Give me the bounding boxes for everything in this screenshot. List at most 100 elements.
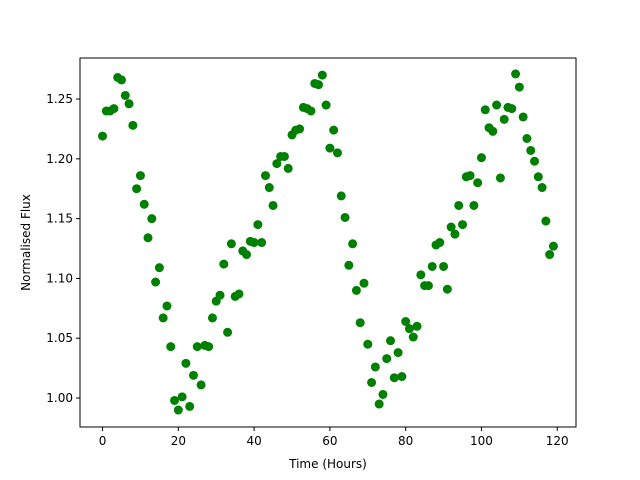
point: [336, 191, 346, 201]
point: [355, 318, 365, 328]
point: [389, 373, 399, 383]
point: [332, 148, 342, 158]
point: [476, 153, 486, 163]
point: [518, 112, 528, 122]
point: [139, 199, 149, 209]
point: [204, 342, 214, 352]
x-tick-label: 40: [246, 434, 261, 448]
point: [166, 342, 176, 352]
point: [404, 324, 414, 334]
point: [344, 260, 354, 270]
point: [507, 104, 517, 114]
point: [207, 313, 217, 323]
point: [439, 261, 449, 271]
axes-frame: [79, 57, 577, 428]
point: [382, 354, 392, 364]
point: [416, 270, 426, 280]
point: [306, 106, 316, 116]
point: [154, 263, 164, 273]
point: [317, 70, 327, 80]
y-axis-label: Normalised Flux: [19, 194, 33, 291]
point: [408, 332, 418, 342]
point: [514, 82, 524, 92]
point: [109, 104, 119, 114]
y-tick-label: 1.10: [46, 271, 73, 285]
point: [492, 100, 502, 110]
point: [158, 313, 168, 323]
point: [249, 238, 259, 248]
point: [454, 200, 464, 210]
point: [488, 126, 498, 136]
x-tick-label: 120: [546, 434, 569, 448]
point: [151, 277, 161, 287]
point: [522, 133, 532, 143]
point: [473, 178, 483, 188]
point: [533, 172, 543, 182]
point: [359, 278, 369, 288]
point: [181, 358, 191, 368]
point: [264, 183, 274, 193]
point: [124, 99, 134, 109]
x-tick-label: 0: [99, 434, 107, 448]
point: [314, 80, 324, 90]
point: [173, 405, 183, 415]
x-tick-label: 20: [171, 434, 186, 448]
point: [257, 238, 267, 248]
point: [537, 183, 547, 193]
point: [351, 285, 361, 295]
y-tick-label: 1.20: [46, 152, 73, 166]
point: [215, 290, 225, 300]
x-tick-label: 100: [470, 434, 493, 448]
point: [423, 281, 433, 291]
point: [397, 372, 407, 382]
point: [450, 229, 460, 239]
point: [370, 362, 380, 372]
point: [116, 75, 126, 85]
point: [242, 250, 252, 260]
point: [446, 222, 456, 232]
point: [469, 200, 479, 210]
y-tick-label: 1.25: [46, 92, 73, 106]
point: [363, 339, 373, 349]
point: [223, 327, 233, 337]
point: [135, 171, 145, 181]
point: [196, 380, 206, 390]
point: [268, 200, 278, 210]
point: [132, 184, 142, 194]
point: [340, 212, 350, 222]
point: [401, 317, 411, 327]
y-tick-label: 1.05: [46, 331, 73, 345]
point: [427, 261, 437, 271]
point: [98, 131, 108, 141]
point: [465, 171, 475, 181]
point: [348, 239, 358, 249]
point: [386, 336, 396, 346]
x-axis-label: Time (Hours): [288, 457, 367, 471]
point: [321, 100, 331, 110]
point: [147, 214, 157, 224]
point: [548, 241, 558, 251]
point: [226, 239, 236, 249]
point: [120, 90, 130, 100]
point: [526, 145, 536, 155]
point: [511, 69, 521, 79]
point: [367, 378, 377, 388]
point: [192, 342, 202, 352]
x-tick-label: 60: [322, 434, 337, 448]
point: [329, 125, 339, 135]
point: [162, 301, 172, 311]
y-tick-label: 1.00: [46, 391, 73, 405]
point: [378, 389, 388, 399]
x-tick-label: 80: [398, 434, 413, 448]
point: [435, 238, 445, 248]
point: [219, 259, 229, 269]
point: [128, 120, 138, 130]
point: [530, 156, 540, 166]
point: [260, 171, 270, 181]
point: [143, 233, 153, 243]
point: [495, 173, 505, 183]
point: [374, 399, 384, 409]
point: [412, 321, 422, 331]
